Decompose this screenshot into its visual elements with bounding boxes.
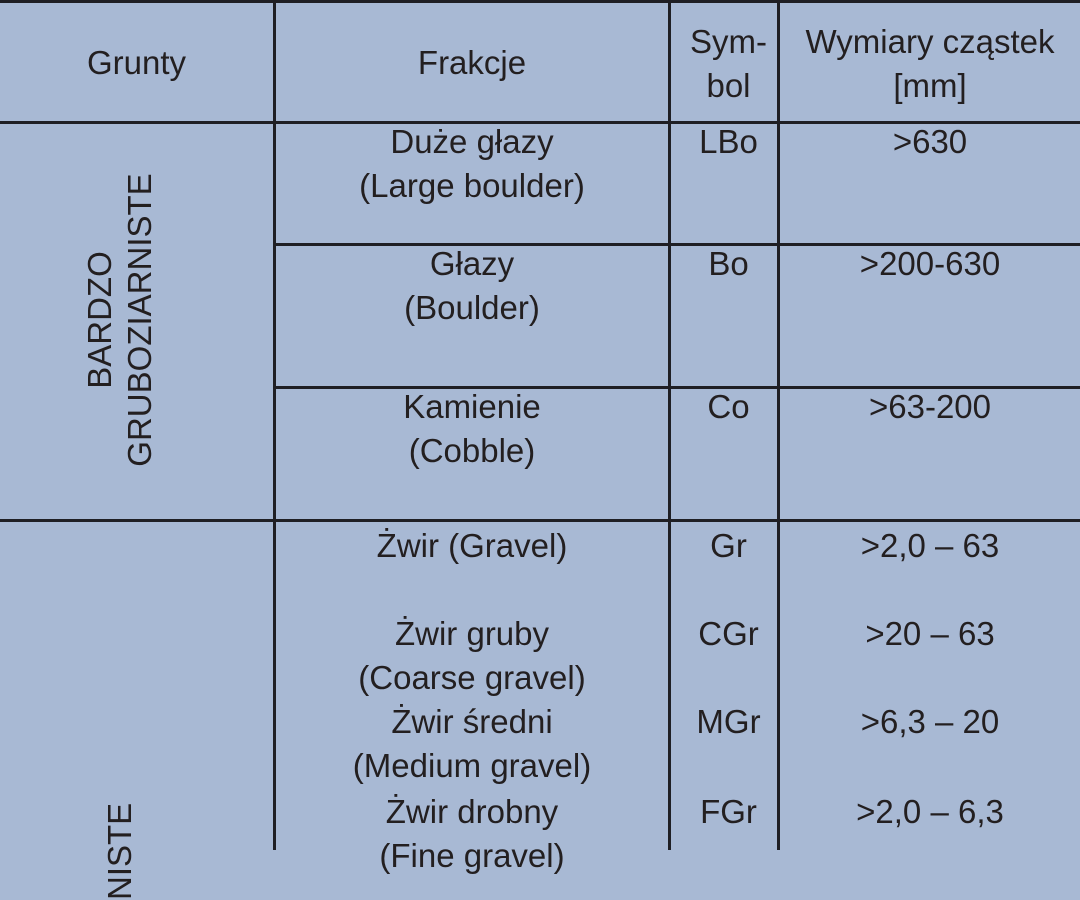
fraction-name-cobble: Kamienie (Cobble): [276, 385, 668, 473]
fraction-name-gravel: Żwir (Gravel): [276, 524, 668, 568]
header-symbol-line1: Sym-: [690, 23, 767, 60]
size-value: >2,0 – 6,3: [856, 793, 1004, 830]
fraction-name-pl: Żwir gruby: [394, 615, 550, 652]
size-value: >630: [892, 123, 968, 160]
fraction-name-boulder: Głazy (Boulder): [276, 242, 668, 330]
symbol-bo: Bo: [680, 242, 777, 286]
fraction-name-en: (Boulder): [404, 289, 540, 326]
group-label-bardzo-gruboziarniste: BARDZO GRUBOZIARNISTE: [80, 160, 160, 480]
size-value: >2,0 – 63: [860, 527, 1000, 564]
fraction-name-large-boulder: Duże głazy (Large boulder): [276, 120, 668, 208]
table-top-border: [0, 0, 1080, 3]
symbol-value: Bo: [708, 245, 749, 282]
symbol-gr: Gr: [680, 524, 777, 568]
symbol-mgr: MGr: [680, 700, 777, 744]
size-bo: >200-630: [780, 242, 1080, 286]
group-label-line1: BARDZO: [81, 251, 118, 389]
header-grunty: Grunty: [0, 41, 273, 85]
header-wymiary-line1: Wymiary cząstek: [805, 23, 1055, 60]
row-divider-2: [273, 386, 1080, 389]
fraction-name-pl: Żwir średni: [391, 703, 553, 740]
column-divider-symbol: [777, 0, 780, 850]
fraction-name-en: (Cobble): [408, 432, 536, 469]
header-wymiary: Wymiary cząstek [mm]: [780, 20, 1080, 108]
group-label-partial-text: NISTE: [101, 802, 138, 900]
size-value: >6,3 – 20: [860, 703, 1000, 740]
fraction-name-en: (Coarse gravel): [358, 659, 586, 696]
size-fgr: >2,0 – 6,3: [780, 790, 1080, 834]
size-value: >200-630: [859, 245, 1001, 282]
fraction-name-en: (Medium gravel): [352, 747, 592, 784]
fraction-name-pl: Głazy: [429, 245, 515, 282]
fraction-name-coarse-gravel: Żwir gruby (Coarse gravel): [276, 612, 668, 700]
symbol-lbo: LBo: [680, 120, 777, 164]
symbol-value: CGr: [698, 615, 759, 652]
symbol-cgr: CGr: [680, 612, 777, 656]
size-value: >63-200: [868, 388, 992, 425]
size-cgr: >20 – 63: [780, 612, 1080, 656]
fraction-name-medium-gravel: Żwir średni (Medium gravel): [276, 700, 668, 788]
header-bottom-border: [0, 121, 1080, 124]
size-lbo: >630: [780, 120, 1080, 164]
fraction-name-pl: Żwir (Gravel): [376, 527, 568, 564]
header-wymiary-line2: [mm]: [893, 67, 967, 104]
size-value: >20 – 63: [865, 615, 995, 652]
header-symbol: Sym- bol: [680, 20, 777, 108]
fraction-name-pl: Żwir drobny: [385, 793, 559, 830]
fraction-name-en: (Large boulder): [359, 167, 585, 204]
symbol-value: LBo: [699, 123, 758, 160]
fraction-name-fine-gravel: Żwir drobny (Fine gravel): [276, 790, 668, 878]
column-divider-grunty: [273, 0, 276, 850]
symbol-value: Co: [707, 388, 750, 425]
size-co: >63-200: [780, 385, 1080, 429]
symbol-co: Co: [680, 385, 777, 429]
fraction-name-en: (Fine gravel): [379, 837, 565, 874]
symbol-value: Gr: [710, 527, 747, 564]
size-mgr: >6,3 – 20: [780, 700, 1080, 744]
row-divider-1: [273, 243, 1080, 246]
group-label-gruboziarniste-partial: NISTE: [100, 700, 140, 900]
group-divider: [0, 519, 1080, 522]
header-grunty-label: Grunty: [86, 44, 187, 81]
symbol-fgr: FGr: [680, 790, 777, 834]
header-frakcje: Frakcje: [276, 41, 668, 85]
size-gr: >2,0 – 63: [780, 524, 1080, 568]
symbol-value: MGr: [696, 703, 761, 740]
fraction-name-pl: Duże głazy: [390, 123, 554, 160]
header-symbol-line2: bol: [706, 67, 751, 104]
fraction-name-pl: Kamienie: [403, 388, 541, 425]
symbol-value: FGr: [700, 793, 757, 830]
column-divider-frakcje: [668, 0, 671, 850]
group-label-line2: GRUBOZIARNISTE: [121, 173, 158, 467]
header-frakcje-label: Frakcje: [417, 44, 527, 81]
